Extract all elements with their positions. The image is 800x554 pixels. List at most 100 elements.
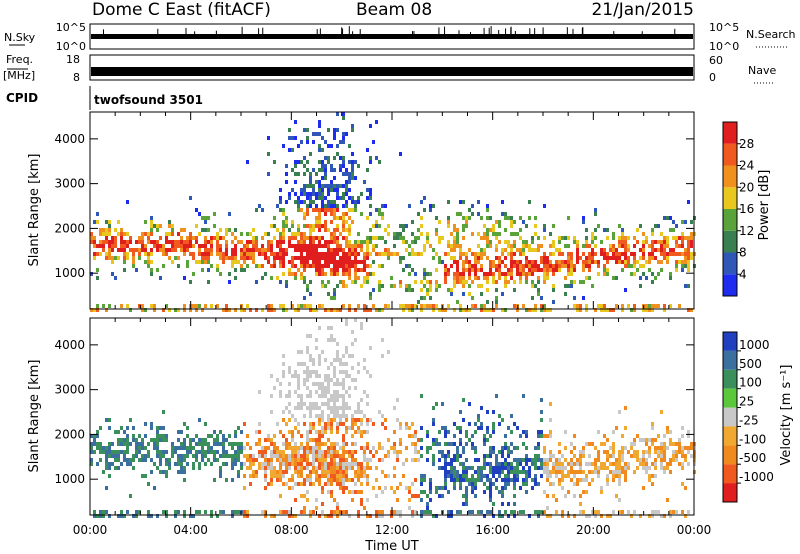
echo-cell <box>186 240 189 244</box>
echo-cell <box>222 446 225 450</box>
echo-cell <box>309 374 312 378</box>
echo-cell <box>681 482 684 486</box>
echo-cell <box>465 260 468 264</box>
echo-cell <box>360 284 363 288</box>
echo-cell <box>525 478 528 482</box>
echo-cell <box>144 446 147 450</box>
echo-cell <box>429 490 432 494</box>
echo-cell <box>324 172 327 176</box>
echo-cell <box>459 244 462 248</box>
echo-cell <box>309 354 312 358</box>
echo-cell <box>357 514 360 518</box>
echo-cell <box>342 410 345 414</box>
echo-cell <box>327 160 330 164</box>
echo-cell <box>315 268 318 272</box>
echo-cell <box>270 304 273 308</box>
echo-cell <box>507 244 510 248</box>
echo-cell <box>633 244 636 248</box>
echo-cell <box>375 236 378 240</box>
echo-cell <box>342 486 345 490</box>
echo-cell <box>177 458 180 462</box>
echo-cell <box>618 470 621 474</box>
echo-cell <box>270 276 273 280</box>
echo-cell <box>690 446 693 450</box>
echo-cell <box>162 450 165 454</box>
echo-cell <box>135 248 138 252</box>
echo-cell <box>621 446 624 450</box>
echo-cell <box>492 272 495 276</box>
echo-cell <box>399 152 402 156</box>
echo-cell <box>483 442 486 446</box>
echo-cell <box>405 304 408 308</box>
echo-cell <box>456 458 459 462</box>
echo-cell <box>504 264 507 268</box>
echo-cell <box>333 200 336 204</box>
echo-cell <box>273 474 276 478</box>
echo-cell <box>375 466 378 470</box>
echo-cell <box>336 474 339 478</box>
echo-cell <box>333 338 336 342</box>
echo-cell <box>324 264 327 268</box>
echo-cell <box>243 248 246 252</box>
echo-cell <box>150 268 153 272</box>
echo-cell <box>558 260 561 264</box>
echo-cell <box>531 462 534 466</box>
echo-cell <box>636 466 639 470</box>
echo-cell <box>462 280 465 284</box>
echo-cell <box>444 466 447 470</box>
echo-cell <box>363 358 366 362</box>
echo-cell <box>633 260 636 264</box>
echo-cell <box>435 486 438 490</box>
echo-cell <box>237 240 240 244</box>
echo-cell <box>528 248 531 252</box>
echo-cell <box>615 474 618 478</box>
x-tick-label: 16:00 <box>475 523 510 537</box>
echo-cell <box>261 264 264 268</box>
echo-cell <box>423 474 426 478</box>
echo-cell <box>285 252 288 256</box>
echo-cell <box>453 442 456 446</box>
echo-cell <box>294 442 297 446</box>
echo-cell <box>465 434 468 438</box>
echo-cell <box>378 284 381 288</box>
echo-cell <box>345 284 348 288</box>
echo-cell <box>201 454 204 458</box>
y-tick-label: 3000 <box>54 177 85 191</box>
echo-cell <box>495 256 498 260</box>
echo-cell <box>354 208 357 212</box>
echo-cell <box>309 236 312 240</box>
echo-cell <box>636 228 639 232</box>
echo-cell <box>468 308 471 312</box>
echo-cell <box>159 236 162 240</box>
echo-cell <box>651 232 654 236</box>
echo-cell <box>195 442 198 446</box>
echo-cell <box>114 236 117 240</box>
echo-cell <box>303 402 306 406</box>
echo-cell <box>558 442 561 446</box>
echo-cell <box>687 308 690 312</box>
echo-cell <box>282 354 285 358</box>
echo-cell <box>288 486 291 490</box>
echo-cell <box>204 240 207 244</box>
echo-cell <box>633 308 636 312</box>
echo-cell <box>492 502 495 506</box>
echo-cell <box>219 466 222 470</box>
echo-cell <box>201 438 204 442</box>
echo-cell <box>135 454 138 458</box>
echo-cell <box>306 304 309 308</box>
echo-cell <box>483 466 486 470</box>
echo-cell <box>297 244 300 248</box>
echo-cell <box>657 434 660 438</box>
echo-cell <box>315 406 318 410</box>
echo-cell <box>573 240 576 244</box>
echo-cell <box>459 426 462 430</box>
colorbar-frame <box>722 331 738 503</box>
echo-cell <box>309 292 312 296</box>
echo-cell <box>606 438 609 442</box>
echo-cell <box>324 252 327 256</box>
echo-cell <box>135 510 138 514</box>
echo-cell <box>177 240 180 244</box>
echo-cell <box>291 478 294 482</box>
echo-cell <box>564 474 567 478</box>
echo-cell <box>318 256 321 260</box>
